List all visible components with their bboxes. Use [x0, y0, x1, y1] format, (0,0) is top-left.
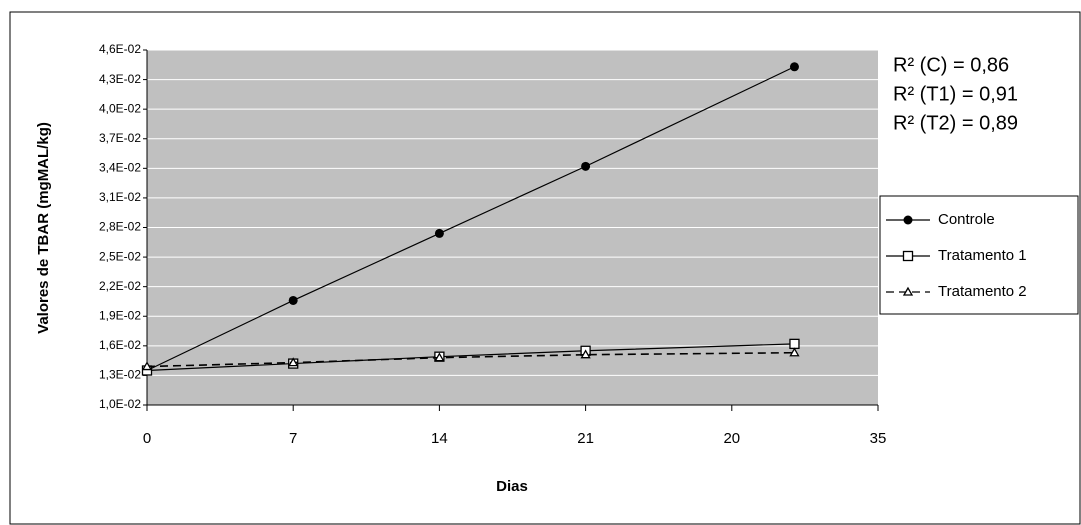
y-tick-label: 2,8E-02	[99, 220, 141, 234]
y-tick-label: 3,7E-02	[99, 131, 141, 145]
point	[789, 347, 800, 357]
x-tick-label: 21	[577, 430, 594, 447]
y-tick-label: 1,9E-02	[99, 308, 141, 322]
point	[580, 349, 591, 359]
legend-label: Tratamento 1	[938, 247, 1027, 264]
x-tick-label: 35	[870, 430, 887, 447]
x-axis-title: Dias	[496, 478, 528, 495]
legend-marker	[902, 286, 914, 296]
point	[581, 161, 591, 171]
legend-marker	[903, 215, 913, 225]
y-tick-label: 3,4E-02	[99, 161, 141, 175]
x-tick-label: 7	[289, 430, 297, 447]
annotation: R² (T1) = 0,91	[893, 83, 1018, 105]
point	[789, 338, 800, 350]
annotation: R² (C) = 0,86	[893, 54, 1009, 76]
legend-label: Controle	[938, 211, 995, 228]
point	[288, 295, 298, 305]
x-tick-label: 14	[431, 430, 448, 447]
y-axis-title: Valores de TBAR (mgMAL/kg)	[35, 122, 52, 334]
y-tick-label: 4,3E-02	[99, 72, 141, 86]
point	[434, 228, 444, 238]
y-tick-label: 1,0E-02	[99, 397, 141, 411]
y-tick-label: 4,6E-02	[99, 42, 141, 56]
point	[141, 361, 153, 371]
annotation: R² (T2) = 0,89	[893, 112, 1018, 134]
point	[288, 357, 299, 367]
point	[789, 62, 799, 72]
legend-marker	[902, 250, 914, 262]
y-tick-label: 4,0E-02	[99, 101, 141, 115]
y-tick-label: 2,2E-02	[99, 279, 141, 293]
legend-label: Tratamento 2	[938, 283, 1027, 300]
y-tick-label: 1,6E-02	[99, 338, 141, 352]
x-tick-label: 20	[723, 430, 740, 447]
point	[434, 352, 445, 362]
y-tick-label: 3,1E-02	[99, 190, 141, 204]
y-tick-label: 1,3E-02	[99, 368, 141, 382]
x-tick-label: 0	[143, 430, 151, 447]
y-tick-label: 2,5E-02	[99, 249, 141, 263]
